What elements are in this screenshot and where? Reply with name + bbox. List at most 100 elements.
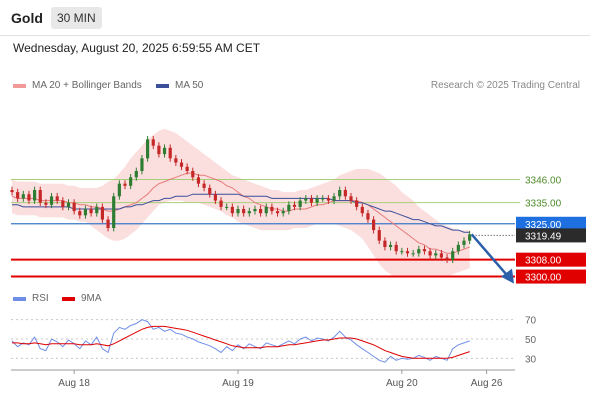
candle-body xyxy=(179,162,184,167)
candle-body xyxy=(309,198,314,203)
candle-body xyxy=(462,240,466,245)
candle-body xyxy=(21,194,25,199)
candle-body xyxy=(434,253,438,256)
x-tick-label: Aug 19 xyxy=(222,378,254,389)
candle-body xyxy=(394,244,398,252)
candle-body xyxy=(349,196,353,201)
candle-body xyxy=(49,196,54,205)
candle-body xyxy=(360,206,364,214)
candle-body xyxy=(106,219,110,228)
candle-body xyxy=(213,194,217,201)
symbol-title: Gold xyxy=(11,10,43,26)
candle-body xyxy=(338,190,342,197)
candle-body xyxy=(55,196,59,201)
candle-body xyxy=(259,209,263,214)
candle-body xyxy=(242,209,246,214)
interval-badge[interactable]: 30 MIN xyxy=(51,7,102,29)
candle-body xyxy=(372,219,376,231)
candle-body xyxy=(162,147,167,155)
timestamp: Wednesday, August 20, 2025 6:59:55 AM CE… xyxy=(13,41,261,55)
candle-body xyxy=(343,190,347,197)
candle-body xyxy=(275,211,280,214)
current-price-label: 3319.49 xyxy=(525,231,562,242)
candle-body xyxy=(191,171,195,178)
research-credit: Research © 2025 Trading Central xyxy=(430,80,580,91)
candle-body xyxy=(304,198,308,201)
legend-rsi-ma: 9MA xyxy=(62,293,102,304)
level-tag-3300-00 xyxy=(516,269,586,284)
candle-body xyxy=(78,211,82,216)
candle-body xyxy=(253,209,257,212)
candle-body xyxy=(33,190,37,201)
level-label-3335-00: 3335.00 xyxy=(525,199,562,210)
candle-body xyxy=(146,139,150,159)
candle-body xyxy=(140,158,144,171)
candle-body xyxy=(247,211,251,214)
candle-body xyxy=(236,209,240,214)
legend-ma50: MA 50 xyxy=(156,80,203,91)
level-tag-3308-00 xyxy=(516,252,586,267)
rsi-ma-swatch xyxy=(62,296,75,301)
candle-body xyxy=(10,190,14,193)
candle-body xyxy=(134,171,138,178)
ma50-label: MA 50 xyxy=(175,80,204,91)
candle-body xyxy=(16,192,20,199)
ma50-swatch xyxy=(156,83,169,88)
bollinger-label: MA 20 + Bollinger Bands xyxy=(32,80,142,91)
candle-body xyxy=(61,200,65,207)
candle-body xyxy=(332,196,336,201)
x-tick-label: Aug 26 xyxy=(471,378,503,389)
level-tag-3325-00 xyxy=(516,216,586,231)
candle-body xyxy=(225,206,229,208)
candle-body xyxy=(400,251,404,253)
rsi-ma-label: 9MA xyxy=(81,293,102,304)
bollinger-swatch xyxy=(13,83,26,88)
projection-arrowhead xyxy=(501,268,514,284)
candle-body xyxy=(366,213,370,220)
candle-body xyxy=(196,177,201,184)
current-price-tag xyxy=(516,228,586,243)
candle-body xyxy=(270,206,274,212)
candle-body xyxy=(439,253,443,258)
ma20-line xyxy=(11,172,470,254)
candle-body xyxy=(38,190,42,203)
candle-body xyxy=(151,139,155,146)
candle-body xyxy=(95,206,99,214)
candle-body xyxy=(422,249,427,252)
candle-body xyxy=(388,244,393,247)
candle-body xyxy=(157,145,161,155)
candle-body xyxy=(72,202,76,212)
candle-body xyxy=(405,251,410,254)
rsi-label: RSI xyxy=(32,293,49,304)
candle-body xyxy=(355,200,359,207)
candle-body xyxy=(281,211,285,214)
candle-body xyxy=(89,209,93,214)
candle-body xyxy=(445,257,449,260)
x-tick-label: Aug 18 xyxy=(58,378,90,389)
candle-body xyxy=(264,206,268,214)
candle-body xyxy=(185,166,189,171)
candle-body xyxy=(100,206,104,220)
level-label-3346-00: 3346.00 xyxy=(525,175,562,186)
candle-body xyxy=(456,244,460,252)
candle-body xyxy=(112,196,116,228)
candle-body xyxy=(451,251,455,260)
candle-body xyxy=(298,200,302,207)
candle-body xyxy=(66,202,71,207)
level-label-3300-00: 3300.00 xyxy=(525,273,562,284)
ma50-line xyxy=(12,193,470,233)
candle-body xyxy=(230,206,234,214)
candle-body xyxy=(326,198,330,201)
candle-body xyxy=(468,234,472,241)
rsi-ma-line xyxy=(12,325,470,359)
level-label-3308-00: 3308.00 xyxy=(525,256,562,267)
candle-body xyxy=(202,183,206,188)
candle-body xyxy=(219,200,223,207)
candle-body xyxy=(27,194,31,201)
candle-body xyxy=(417,249,421,254)
x-tick-label: Aug 20 xyxy=(386,378,418,389)
projection-arrow xyxy=(470,233,511,280)
rsi-tick-70: 70 xyxy=(525,316,537,327)
candle-body xyxy=(383,240,387,247)
